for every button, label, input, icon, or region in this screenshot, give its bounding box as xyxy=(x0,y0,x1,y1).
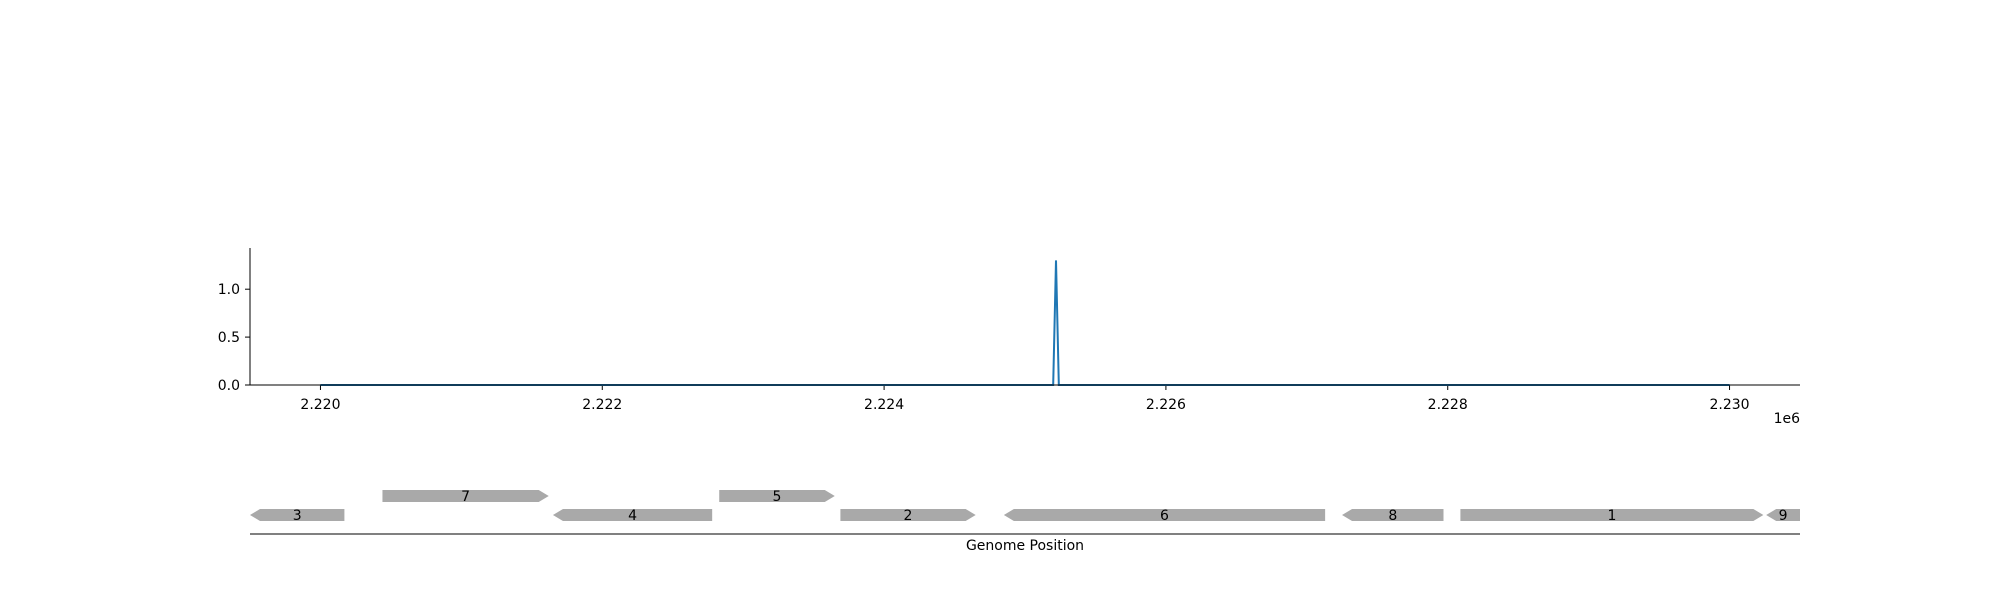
gene-label: 2 xyxy=(904,508,913,524)
x-tick-label: 2.228 xyxy=(1428,397,1468,413)
gene-arrow xyxy=(1003,509,1326,521)
y-tick-label: 0.0 xyxy=(218,378,240,394)
y-tick-label: 1.0 xyxy=(218,282,240,298)
gene-track-xlabel: Genome Position xyxy=(966,538,1084,554)
signal-y-ticks: 0.0 0.5 1.0 xyxy=(218,282,250,394)
signal-x-ticks: 2.220 2.222 2.224 2.226 2.228 2.230 xyxy=(300,385,1750,413)
gene-label: 3 xyxy=(293,508,302,524)
gene-track: 3 7 4 5 2 6 8 1 9 Genome Position xyxy=(250,489,1800,554)
gene-arrow xyxy=(382,490,549,502)
gene-label: 8 xyxy=(1388,508,1397,524)
x-tick-label: 2.220 xyxy=(300,397,340,413)
gene-label: 5 xyxy=(773,489,782,505)
gene-label: 6 xyxy=(1160,508,1169,524)
x-tick-label: 2.230 xyxy=(1709,397,1749,413)
gene-label: 4 xyxy=(628,508,637,524)
x-offset-label: 1e6 xyxy=(1774,411,1801,427)
gene-arrow xyxy=(1766,509,1800,521)
x-tick-label: 2.222 xyxy=(582,397,622,413)
x-tick-label: 2.224 xyxy=(864,397,904,413)
gene-label: 7 xyxy=(461,489,470,505)
gene-arrow xyxy=(1342,509,1444,521)
gene-label: 1 xyxy=(1607,508,1616,524)
signal-plot: 2.220 2.222 2.224 2.226 2.228 2.230 0.0 0.5 1.0… xyxy=(218,248,1800,427)
gene-arrow xyxy=(552,509,713,521)
gene-arrow xyxy=(719,490,835,502)
x-tick-label: 2.226 xyxy=(1146,397,1186,413)
gene-arrow xyxy=(840,509,976,521)
gene-arrow xyxy=(250,509,345,521)
gene-arrows: 3 7 4 5 2 6 8 1 9 xyxy=(250,489,1800,524)
gene-arrow xyxy=(1460,509,1764,521)
gene-label: 9 xyxy=(1779,508,1788,524)
y-tick-label: 0.5 xyxy=(218,330,240,346)
